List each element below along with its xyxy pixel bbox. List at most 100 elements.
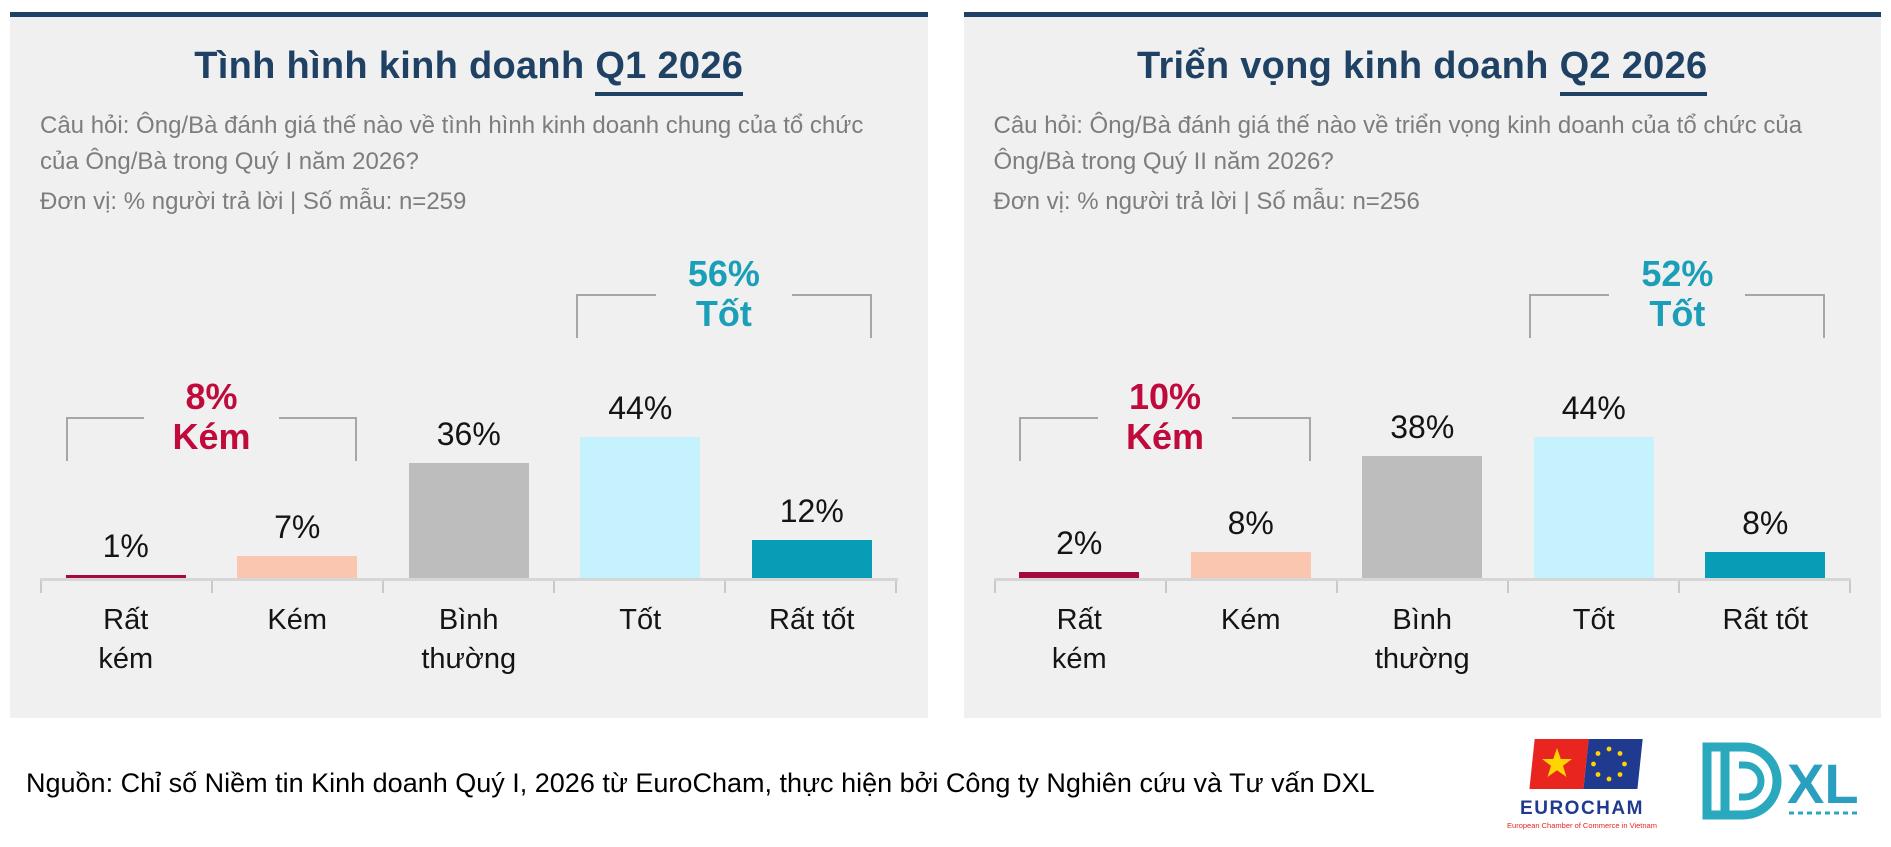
bar-tot xyxy=(1533,437,1654,578)
bracket-right-arm xyxy=(791,294,872,338)
bar-binh-thuong xyxy=(1362,456,1483,578)
category-labels: Rất kém Kém Bình thường Tốt Rất tốt xyxy=(994,601,1852,679)
bar-column: 1% xyxy=(40,528,212,578)
annotation-value: 52% xyxy=(1641,253,1714,294)
bar-value-label: 44% xyxy=(1561,390,1626,426)
category-label: Bình thường xyxy=(1374,604,1470,676)
bar-value-label: 8% xyxy=(1227,505,1274,541)
bar-rat-tot xyxy=(751,540,872,578)
bar-tot xyxy=(580,437,701,578)
bar-kem xyxy=(1190,552,1311,578)
bar-column: 12% xyxy=(726,493,898,578)
bar-column: 2% xyxy=(994,525,1166,578)
eurocham-logo: EUROCHAM European Chamber of Commerce in… xyxy=(1507,736,1657,830)
bar-value-label: 2% xyxy=(1056,525,1103,561)
bar-rat-kem xyxy=(65,575,186,578)
annotation-text: 56% Tốt xyxy=(576,254,872,334)
axis-tick xyxy=(382,581,553,593)
axis-tick xyxy=(1677,581,1851,593)
dxl-monogram-icon: XL xyxy=(1702,742,1859,819)
dxl-logo: XL xyxy=(1691,739,1861,828)
footer: Nguồn: Chỉ số Niềm tin Kinh doanh Quý I,… xyxy=(0,718,1891,830)
logos: EUROCHAM European Chamber of Commerce in… xyxy=(1507,736,1861,830)
annotation-word: Tốt xyxy=(1649,293,1706,334)
bar-rat-tot xyxy=(1705,552,1826,578)
chart-title-q1: Tình hình kinh doanh Q1 2026 xyxy=(40,45,898,96)
plot-area: 8% Kém 56% Tốt 1% xyxy=(40,226,898,581)
vietnam-star-icon xyxy=(1542,748,1572,777)
bracket-left-arm xyxy=(575,294,656,338)
axis-ticks xyxy=(993,581,1852,593)
category-label: Kém xyxy=(267,604,328,636)
bar-value-label: 1% xyxy=(102,528,149,564)
category-label: Rất kém xyxy=(98,604,154,676)
eu-stars-icon xyxy=(1591,746,1627,782)
annotation-word: Tốt xyxy=(695,293,752,334)
bar-value-label: 12% xyxy=(779,493,844,529)
bracket-right-arm xyxy=(1745,294,1826,338)
bracket-left-arm xyxy=(1529,294,1610,338)
category-label: Tốt xyxy=(619,604,662,636)
bar-column: 44% xyxy=(555,390,727,578)
bracket-left-arm xyxy=(65,417,145,461)
chart-title-q2: Triển vọng kinh doanh Q2 2026 xyxy=(994,45,1852,96)
bars-row: 1% 7% 36% 44% xyxy=(40,226,898,578)
group-annotation-positive: 52% Tốt xyxy=(1529,254,1826,338)
category-label: Rất tốt xyxy=(1722,604,1808,636)
group-annotation-negative: 8% Kém xyxy=(65,377,358,461)
bracket-right-arm xyxy=(278,417,358,461)
bar-column: 8% xyxy=(1680,505,1852,578)
chart-panel-q2: Triển vọng kinh doanh Q2 2026 Câu hỏi: Ô… xyxy=(963,12,1881,718)
chart-units-sample: Đơn vị: % người trả lời | Số mẫu: n=256 xyxy=(993,188,1420,215)
bar-value-label: 8% xyxy=(1742,505,1789,541)
axis-tick xyxy=(1506,581,1678,593)
axis-tick xyxy=(211,581,382,593)
category-label: Rất kém xyxy=(1051,604,1107,676)
chart-panels: Tình hình kinh doanh Q1 2026 Câu hỏi: Ôn… xyxy=(10,12,1881,718)
axis-tick xyxy=(40,581,211,593)
axis-tick xyxy=(553,581,724,593)
category-label: Bình thường xyxy=(421,604,517,676)
bracket-right-arm xyxy=(1232,417,1311,461)
group-annotation-positive: 56% Tốt xyxy=(575,254,872,338)
chart-panel-q1: Tình hình kinh doanh Q1 2026 Câu hỏi: Ôn… xyxy=(10,12,928,718)
chart-question: Câu hỏi: Ông/Bà đánh giá thế nào về triể… xyxy=(993,112,1803,175)
eurocham-tagline: European Chamber of Commerce in Vietnam xyxy=(1507,821,1657,830)
bar-kem xyxy=(237,556,358,578)
category-label: Tốt xyxy=(1572,604,1615,636)
annotation-text: 52% Tốt xyxy=(1529,254,1825,334)
title-prefix: Triển vọng kinh doanh xyxy=(1137,45,1560,87)
category-label: Rất tốt xyxy=(769,604,855,636)
category-labels: Rất kém Kém Bình thường Tốt Rất tốt xyxy=(40,601,898,679)
bar-value-label: 44% xyxy=(608,390,673,426)
category-label: Kém xyxy=(1220,604,1281,636)
dxl-wordmark: XL xyxy=(1787,752,1859,815)
annotation-word: Kém xyxy=(172,416,251,457)
chart-units-sample: Đơn vị: % người trả lời | Số mẫu: n=259 xyxy=(40,188,467,215)
bars-row: 2% 8% 38% 44% xyxy=(994,226,1852,578)
eurocham-flag-icon xyxy=(1529,739,1643,789)
annotation-text: 8% Kém xyxy=(66,377,358,457)
bar-value-label: 36% xyxy=(436,416,501,452)
bar-binh-thuong xyxy=(408,463,529,578)
chart-question: Câu hỏi: Ông/Bà đánh giá thế nào về tình… xyxy=(40,112,864,175)
source-note: Nguồn: Chỉ số Niềm tin Kinh doanh Quý I,… xyxy=(26,767,1375,798)
annotation-text: 10% Kém xyxy=(1019,377,1311,457)
axis-tick xyxy=(724,581,898,593)
axis-tick xyxy=(1335,581,1507,593)
title-underlined-period: Q2 2026 xyxy=(1559,45,1708,96)
axis-ticks xyxy=(40,581,898,593)
annotation-value: 10% xyxy=(1128,376,1202,417)
bar-column: 44% xyxy=(1508,390,1680,578)
annotation-value: 56% xyxy=(687,253,760,294)
plot-area: 10% Kém 52% Tốt 2% xyxy=(993,226,1852,581)
bar-rat-kem xyxy=(1019,572,1140,578)
annotation-word: Kém xyxy=(1125,416,1204,457)
bar-column: 36% xyxy=(383,416,555,578)
title-prefix: Tình hình kinh doanh xyxy=(194,45,596,87)
bracket-left-arm xyxy=(1019,417,1098,461)
bar-value-label: 7% xyxy=(274,509,321,545)
group-annotation-negative: 10% Kém xyxy=(1019,377,1311,461)
bar-value-label: 38% xyxy=(1390,409,1455,445)
